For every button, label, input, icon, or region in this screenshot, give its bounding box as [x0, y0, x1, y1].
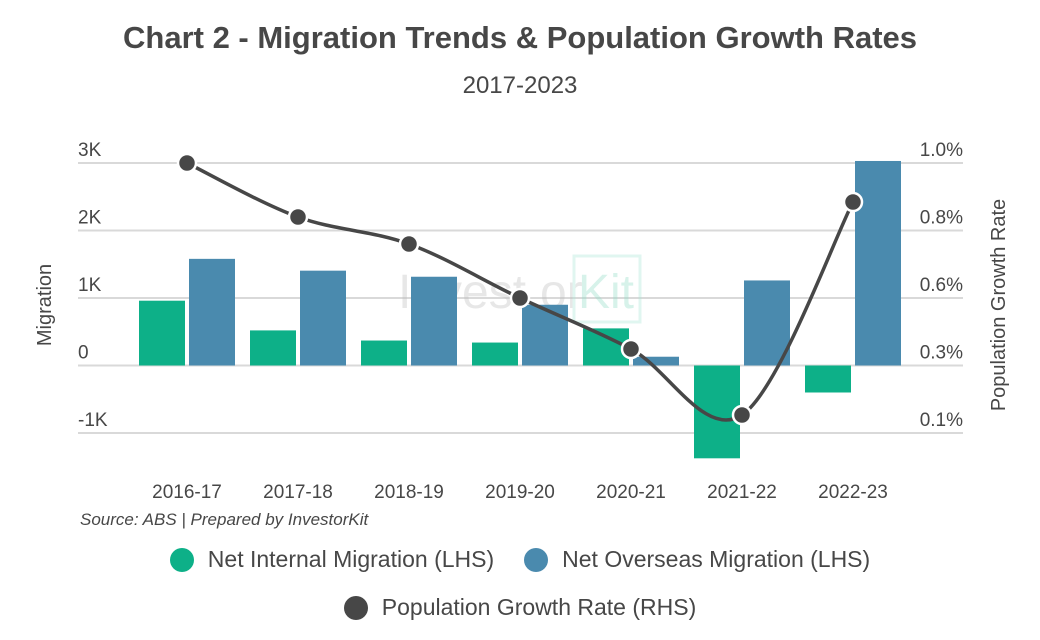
legend-label: Population Growth Rate (RHS) [381, 594, 697, 620]
growth-rate-point[interactable] [509, 287, 531, 309]
growth-rate-point[interactable] [731, 404, 753, 426]
growth-rate-point[interactable] [842, 191, 864, 213]
x-tick-label: 2020-21 [596, 482, 666, 503]
x-tick-label: 2018-19 [374, 482, 444, 503]
bar-net-internal[interactable] [361, 340, 407, 366]
x-tick-label: 2017-18 [263, 482, 333, 503]
legend-item-growth[interactable]: Population Growth Rate (RHS) [343, 594, 697, 621]
growth-rate-point[interactable] [620, 338, 642, 360]
y-axis-label: Migration [34, 264, 56, 346]
source-note: Source: ABS | Prepared by InvestorKit [80, 510, 369, 529]
y-tick-label: 0 [78, 343, 89, 364]
y-tick-label: 1K [78, 275, 102, 296]
y-tick-label: -1K [78, 410, 108, 431]
legend: Net Internal Migration (LHS) Net Oversea… [0, 546, 1040, 573]
x-tick-label: 2016-17 [152, 482, 222, 503]
y-tick-label: 3K [78, 140, 102, 161]
bar-net-internal[interactable] [472, 342, 518, 366]
bar-net-overseas[interactable] [744, 280, 790, 366]
x-tick-label: 2019-20 [485, 482, 555, 503]
x-tick-label: 2022-23 [818, 482, 888, 503]
legend-row-2: Population Growth Rate (RHS) [0, 594, 1040, 621]
watermark-logo: Invest or Kit [398, 254, 642, 324]
bar-net-overseas[interactable] [522, 304, 568, 366]
bar-net-internal[interactable] [250, 330, 296, 366]
bar-net-overseas[interactable] [189, 258, 235, 366]
bar-net-overseas[interactable] [300, 270, 346, 366]
y2-tick-label: 1.0% [920, 140, 963, 161]
y2-tick-label: 0.8% [920, 208, 963, 229]
growth-rate-point[interactable] [176, 152, 198, 174]
growth-rate-point[interactable] [398, 233, 420, 255]
legend-label: Net Internal Migration (LHS) [207, 546, 495, 572]
bar-net-internal[interactable] [805, 365, 851, 393]
svg-text:Kit: Kit [578, 266, 634, 319]
legend-item-internal[interactable]: Net Internal Migration (LHS) [169, 546, 495, 573]
legend-marker-icon [169, 547, 194, 572]
x-tick-label: 2021-22 [707, 482, 777, 503]
y2-axis-label: Population Growth Rate [988, 199, 1010, 411]
legend-label: Net Overseas Migration (LHS) [562, 546, 871, 572]
bar-net-overseas[interactable] [633, 356, 679, 366]
bar-net-internal[interactable] [139, 300, 185, 366]
bar-net-overseas[interactable] [855, 160, 901, 366]
chart-title: Chart 2 - Migration Trends & Population … [123, 20, 917, 55]
bar-net-overseas[interactable] [411, 276, 457, 366]
y2-tick-label: 0.3% [920, 343, 963, 364]
chart-subtitle: 2017-2023 [462, 72, 578, 99]
y2-tick-label: 0.6% [920, 275, 963, 296]
legend-item-overseas[interactable]: Net Overseas Migration (LHS) [524, 546, 870, 573]
y2-tick-label: 0.1% [920, 410, 963, 431]
legend-marker-icon [343, 595, 368, 620]
legend-marker-icon [524, 547, 549, 572]
growth-rate-point[interactable] [287, 206, 309, 228]
y-tick-label: 2K [78, 208, 102, 229]
